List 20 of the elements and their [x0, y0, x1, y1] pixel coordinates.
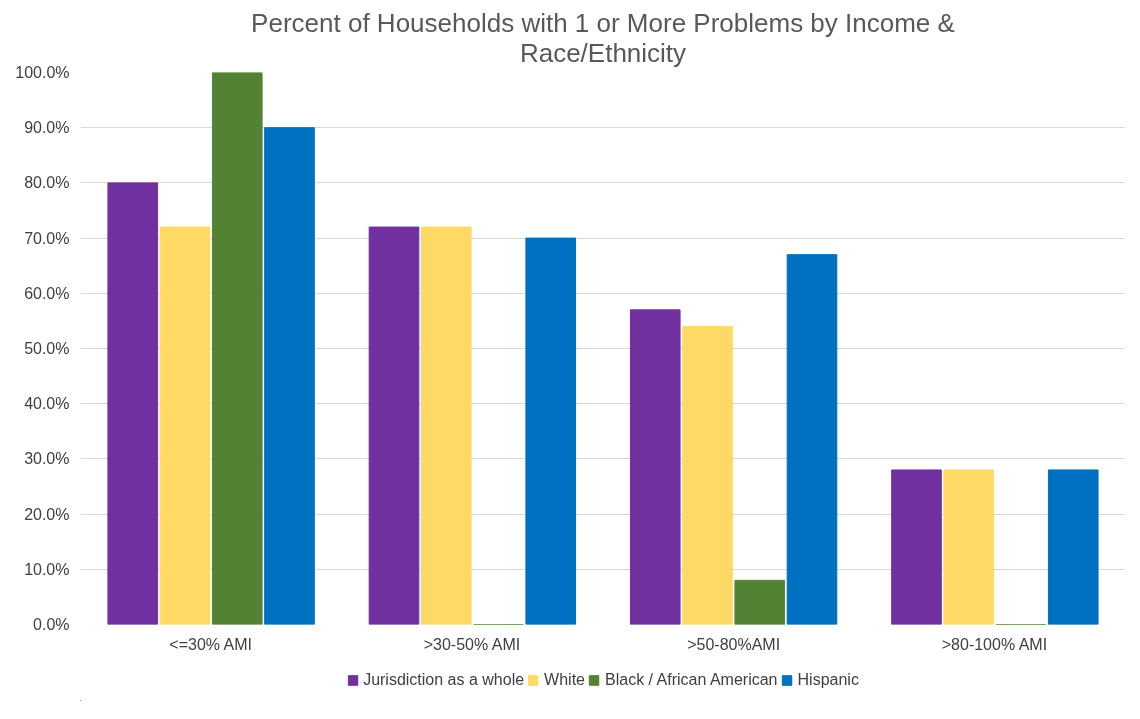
- y-tick-label: 60.0%: [24, 284, 70, 302]
- x-tick-label: >80-100% AMI: [941, 635, 1048, 653]
- legend-label: Black / African American: [605, 671, 778, 689]
- x-tick-label: >50-80%AMI: [687, 635, 781, 653]
- y-tick-label: 90.0%: [24, 119, 70, 137]
- y-tick-label: 50.0%: [24, 340, 70, 357]
- y-tick-label: 70.0%: [24, 229, 70, 247]
- chart-title: Percent of Households with 1 or More Problems by Income & Race/Ethnicity: [251, 7, 955, 68]
- y-tick-label: 30.0%: [24, 450, 70, 468]
- y-tick-label: 20.0%: [24, 505, 70, 523]
- x-tick-label: >30-50% AMI: [423, 635, 521, 653]
- y-tick-label: 80.0%: [24, 174, 70, 192]
- legend-label: Jurisdiction as a whole: [363, 671, 525, 689]
- y-tick-label: 0.0%: [33, 616, 70, 633]
- y-tick-label: 100.0%: [15, 64, 70, 81]
- x-tick-label: <=30% AMI: [169, 635, 253, 653]
- y-tick-label: 40.0%: [24, 395, 70, 413]
- legend-label: White: [544, 671, 585, 689]
- y-tick-label: 10.0%: [24, 560, 70, 578]
- legend-label: Hispanic: [797, 671, 859, 689]
